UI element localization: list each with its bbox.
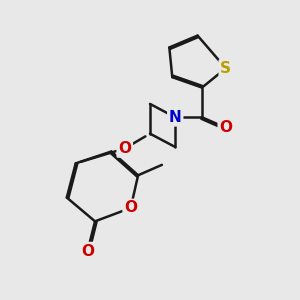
Text: S: S xyxy=(220,61,231,76)
Text: N: N xyxy=(169,110,182,125)
Text: O: O xyxy=(124,200,137,215)
Text: O: O xyxy=(81,244,94,259)
Text: O: O xyxy=(118,141,131,156)
Text: O: O xyxy=(219,120,232,135)
